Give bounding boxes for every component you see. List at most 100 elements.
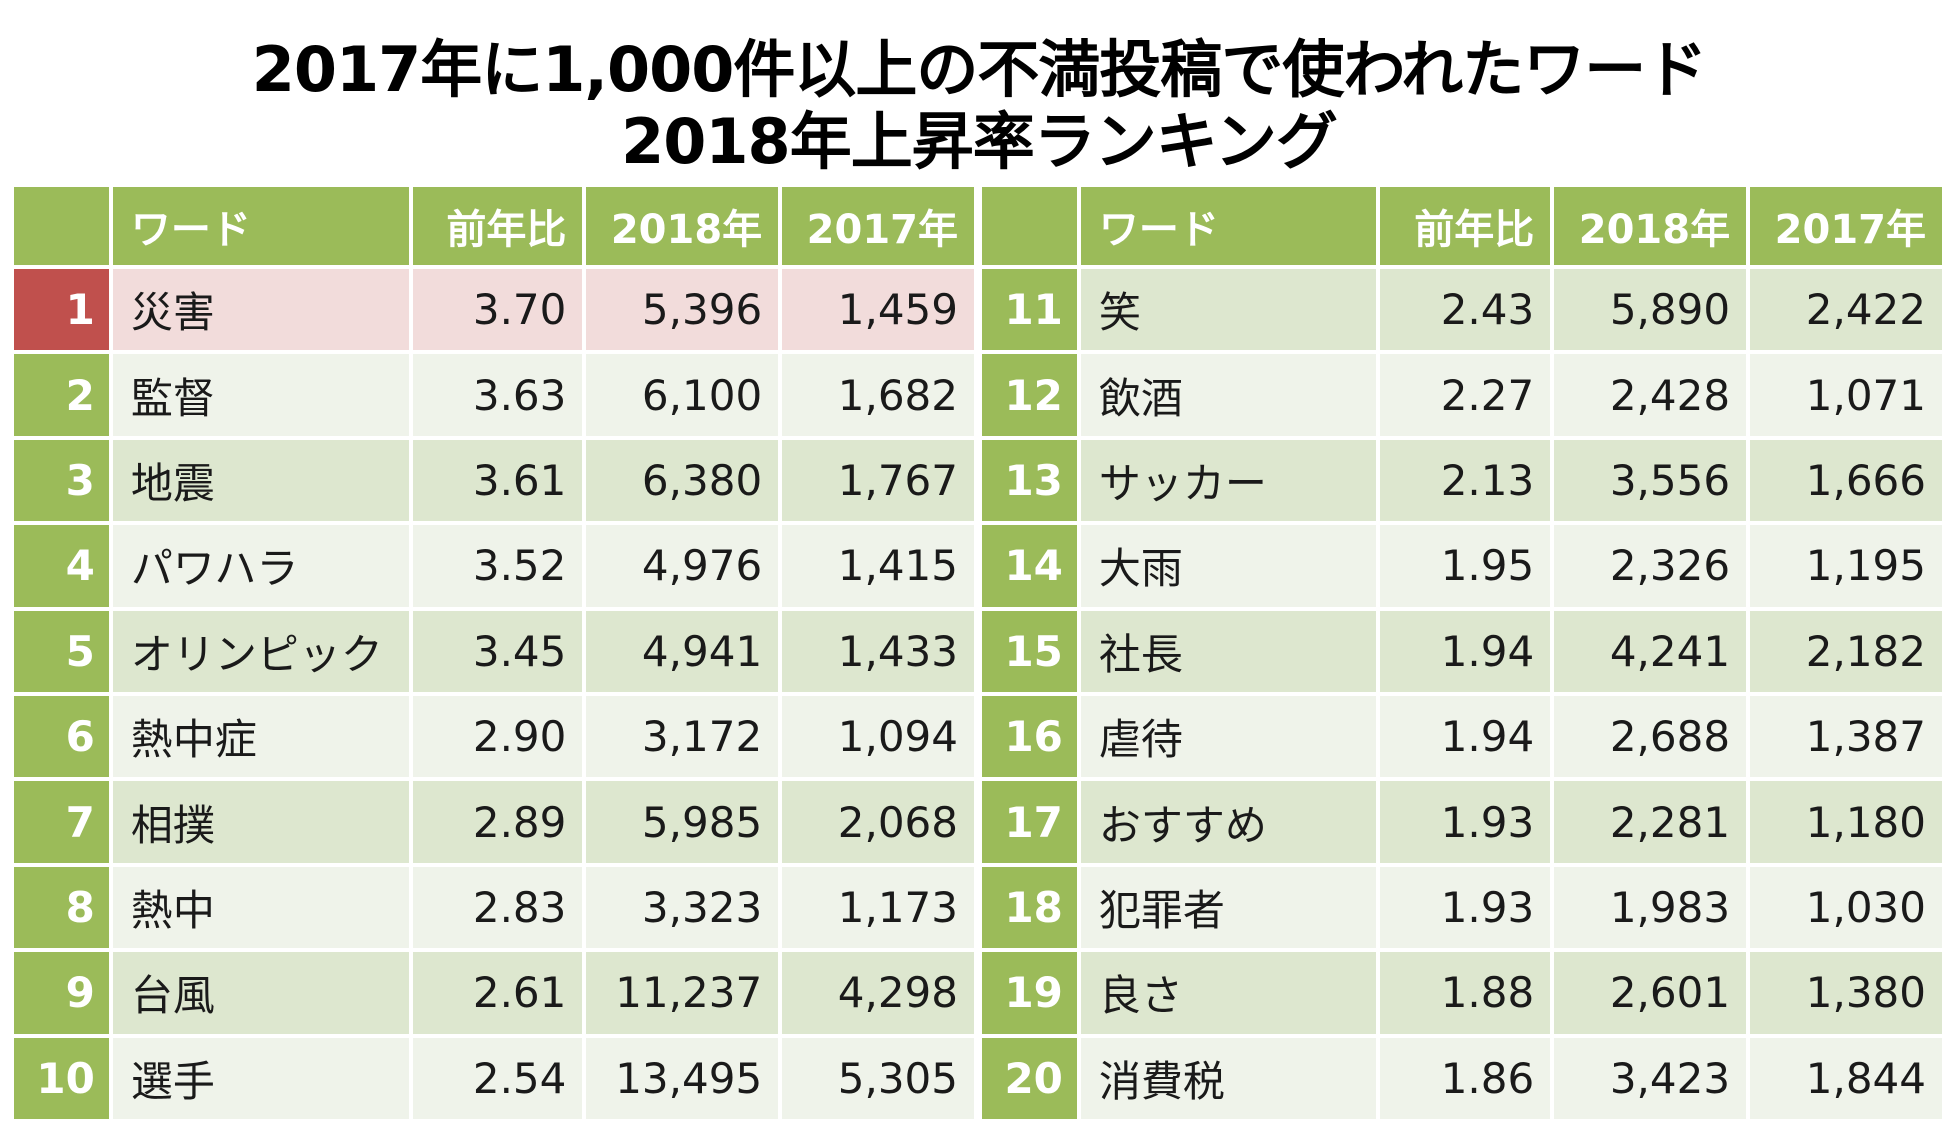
- count-2017-cell: 1,387: [1750, 695, 1942, 778]
- ratio-cell: 1.86: [1380, 1037, 1551, 1119]
- word-cell: 笑: [1080, 269, 1377, 351]
- count-2018-cell: 3,556: [1554, 439, 1747, 522]
- header-row: ワード 前年比 2018年 2017年: [982, 187, 1942, 265]
- word-cell: 地震: [112, 439, 409, 522]
- header-rank: [14, 187, 109, 265]
- word-cell: 良さ: [1080, 952, 1377, 1034]
- table-row: 7 相撲 2.89 5,985 2,068: [14, 781, 974, 863]
- table-body-left: 1 災害 3.70 5,396 1,459 2 監督 3.63 6,100 1,682 3 地震 3.6…: [14, 269, 974, 1119]
- count-2017-cell: 4,298: [782, 952, 974, 1034]
- count-2018-cell: 6,100: [586, 354, 779, 436]
- ratio-cell: 3.61: [412, 439, 583, 522]
- rank-cell: 11: [982, 269, 1077, 351]
- count-2017-cell: 2,068: [782, 781, 974, 863]
- rank-cell: 7: [14, 781, 109, 863]
- table-row: 2 監督 3.63 6,100 1,682: [14, 354, 974, 436]
- count-2018-cell: 3,323: [586, 866, 779, 949]
- ratio-cell: 1.88: [1380, 952, 1551, 1034]
- table-row: 8 熱中 2.83 3,323 1,173: [14, 866, 974, 949]
- header-row: ワード 前年比 2018年 2017年: [14, 187, 974, 265]
- table-body-right: 11 笑 2.43 5,890 2,422 12 飲酒 2.27 2,428 1,071 13 サッカ…: [982, 269, 1942, 1119]
- header-word: ワード: [1080, 187, 1377, 265]
- count-2018-cell: 4,241: [1554, 610, 1747, 692]
- ratio-cell: 2.89: [412, 781, 583, 863]
- rank-cell: 3: [14, 439, 109, 522]
- count-2018-cell: 4,941: [586, 610, 779, 692]
- count-2017-cell: 1,666: [1750, 439, 1942, 522]
- ratio-cell: 3.45: [412, 610, 583, 692]
- table-row: 13 サッカー 2.13 3,556 1,666: [982, 439, 1942, 522]
- rank-cell: 14: [982, 525, 1077, 607]
- count-2018-cell: 5,396: [586, 269, 779, 351]
- word-cell: 選手: [112, 1037, 409, 1119]
- count-2017-cell: 1,459: [782, 269, 974, 351]
- table-row: 14 大雨 1.95 2,326 1,195: [982, 525, 1942, 607]
- rank-cell: 9: [14, 952, 109, 1034]
- ratio-cell: 3.70: [412, 269, 583, 351]
- rank-cell: 18: [982, 866, 1077, 949]
- word-cell: 熱中症: [112, 695, 409, 778]
- count-2017-cell: 1,767: [782, 439, 974, 522]
- word-cell: 相撲: [112, 781, 409, 863]
- header-ratio: 前年比: [1380, 187, 1551, 265]
- ranking-table-right: ワード 前年比 2018年 2017年 11 笑 2.43 5,890 2,422 12 飲…: [978, 183, 1946, 1123]
- count-2018-cell: 2,281: [1554, 781, 1747, 863]
- word-cell: 大雨: [1080, 525, 1377, 607]
- rank-cell: 4: [14, 525, 109, 607]
- count-2018-cell: 4,976: [586, 525, 779, 607]
- word-cell: 熱中: [112, 866, 409, 949]
- header-2017: 2017年: [782, 187, 974, 265]
- count-2017-cell: 1,094: [782, 695, 974, 778]
- ratio-cell: 2.83: [412, 866, 583, 949]
- word-cell: 犯罪者: [1080, 866, 1377, 949]
- count-2017-cell: 1,030: [1750, 866, 1942, 949]
- count-2017-cell: 5,305: [782, 1037, 974, 1119]
- table-row: 4 パワハラ 3.52 4,976 1,415: [14, 525, 974, 607]
- rank-cell: 19: [982, 952, 1077, 1034]
- count-2017-cell: 1,173: [782, 866, 974, 949]
- count-2017-cell: 2,422: [1750, 269, 1942, 351]
- rank-cell: 1: [14, 269, 109, 351]
- rank-cell: 6: [14, 695, 109, 778]
- count-2017-cell: 1,433: [782, 610, 974, 692]
- word-cell: 飲酒: [1080, 354, 1377, 436]
- header-2017: 2017年: [1750, 187, 1942, 265]
- rank-cell: 5: [14, 610, 109, 692]
- ratio-cell: 2.43: [1380, 269, 1551, 351]
- count-2018-cell: 13,495: [586, 1037, 779, 1119]
- ratio-cell: 1.93: [1380, 866, 1551, 949]
- count-2017-cell: 2,182: [1750, 610, 1942, 692]
- header-rank: [982, 187, 1077, 265]
- table-row: 6 熱中症 2.90 3,172 1,094: [14, 695, 974, 778]
- ratio-cell: 2.27: [1380, 354, 1551, 436]
- table-row: 10 選手 2.54 13,495 5,305: [14, 1037, 974, 1119]
- word-cell: 虐待: [1080, 695, 1377, 778]
- rank-cell: 13: [982, 439, 1077, 522]
- count-2017-cell: 1,180: [1750, 781, 1942, 863]
- count-2018-cell: 5,890: [1554, 269, 1747, 351]
- ratio-cell: 3.63: [412, 354, 583, 436]
- table-row: 5 オリンピック 3.45 4,941 1,433: [14, 610, 974, 692]
- table-row: 3 地震 3.61 6,380 1,767: [14, 439, 974, 522]
- ratio-cell: 2.13: [1380, 439, 1551, 522]
- rank-cell: 20: [982, 1037, 1077, 1119]
- header-2018: 2018年: [1554, 187, 1747, 265]
- table-row: 20 消費税 1.86 3,423 1,844: [982, 1037, 1942, 1119]
- title-line-2: 2018年上昇率ランキング: [621, 105, 1338, 178]
- title-line-1: 2017年に1,000件以上の不満投稿で使われたワード: [251, 33, 1708, 106]
- count-2018-cell: 2,326: [1554, 525, 1747, 607]
- word-cell: 災害: [112, 269, 409, 351]
- word-cell: オリンピック: [112, 610, 409, 692]
- table-row: 11 笑 2.43 5,890 2,422: [982, 269, 1942, 351]
- count-2017-cell: 1,844: [1750, 1037, 1942, 1119]
- count-2017-cell: 1,380: [1750, 952, 1942, 1034]
- count-2018-cell: 2,428: [1554, 354, 1747, 436]
- word-cell: 台風: [112, 952, 409, 1034]
- table-row: 12 飲酒 2.27 2,428 1,071: [982, 354, 1942, 436]
- table-row: 1 災害 3.70 5,396 1,459: [14, 269, 974, 351]
- ratio-cell: 2.61: [412, 952, 583, 1034]
- rank-cell: 2: [14, 354, 109, 436]
- rank-cell: 8: [14, 866, 109, 949]
- ratio-cell: 1.94: [1380, 610, 1551, 692]
- word-cell: 監督: [112, 354, 409, 436]
